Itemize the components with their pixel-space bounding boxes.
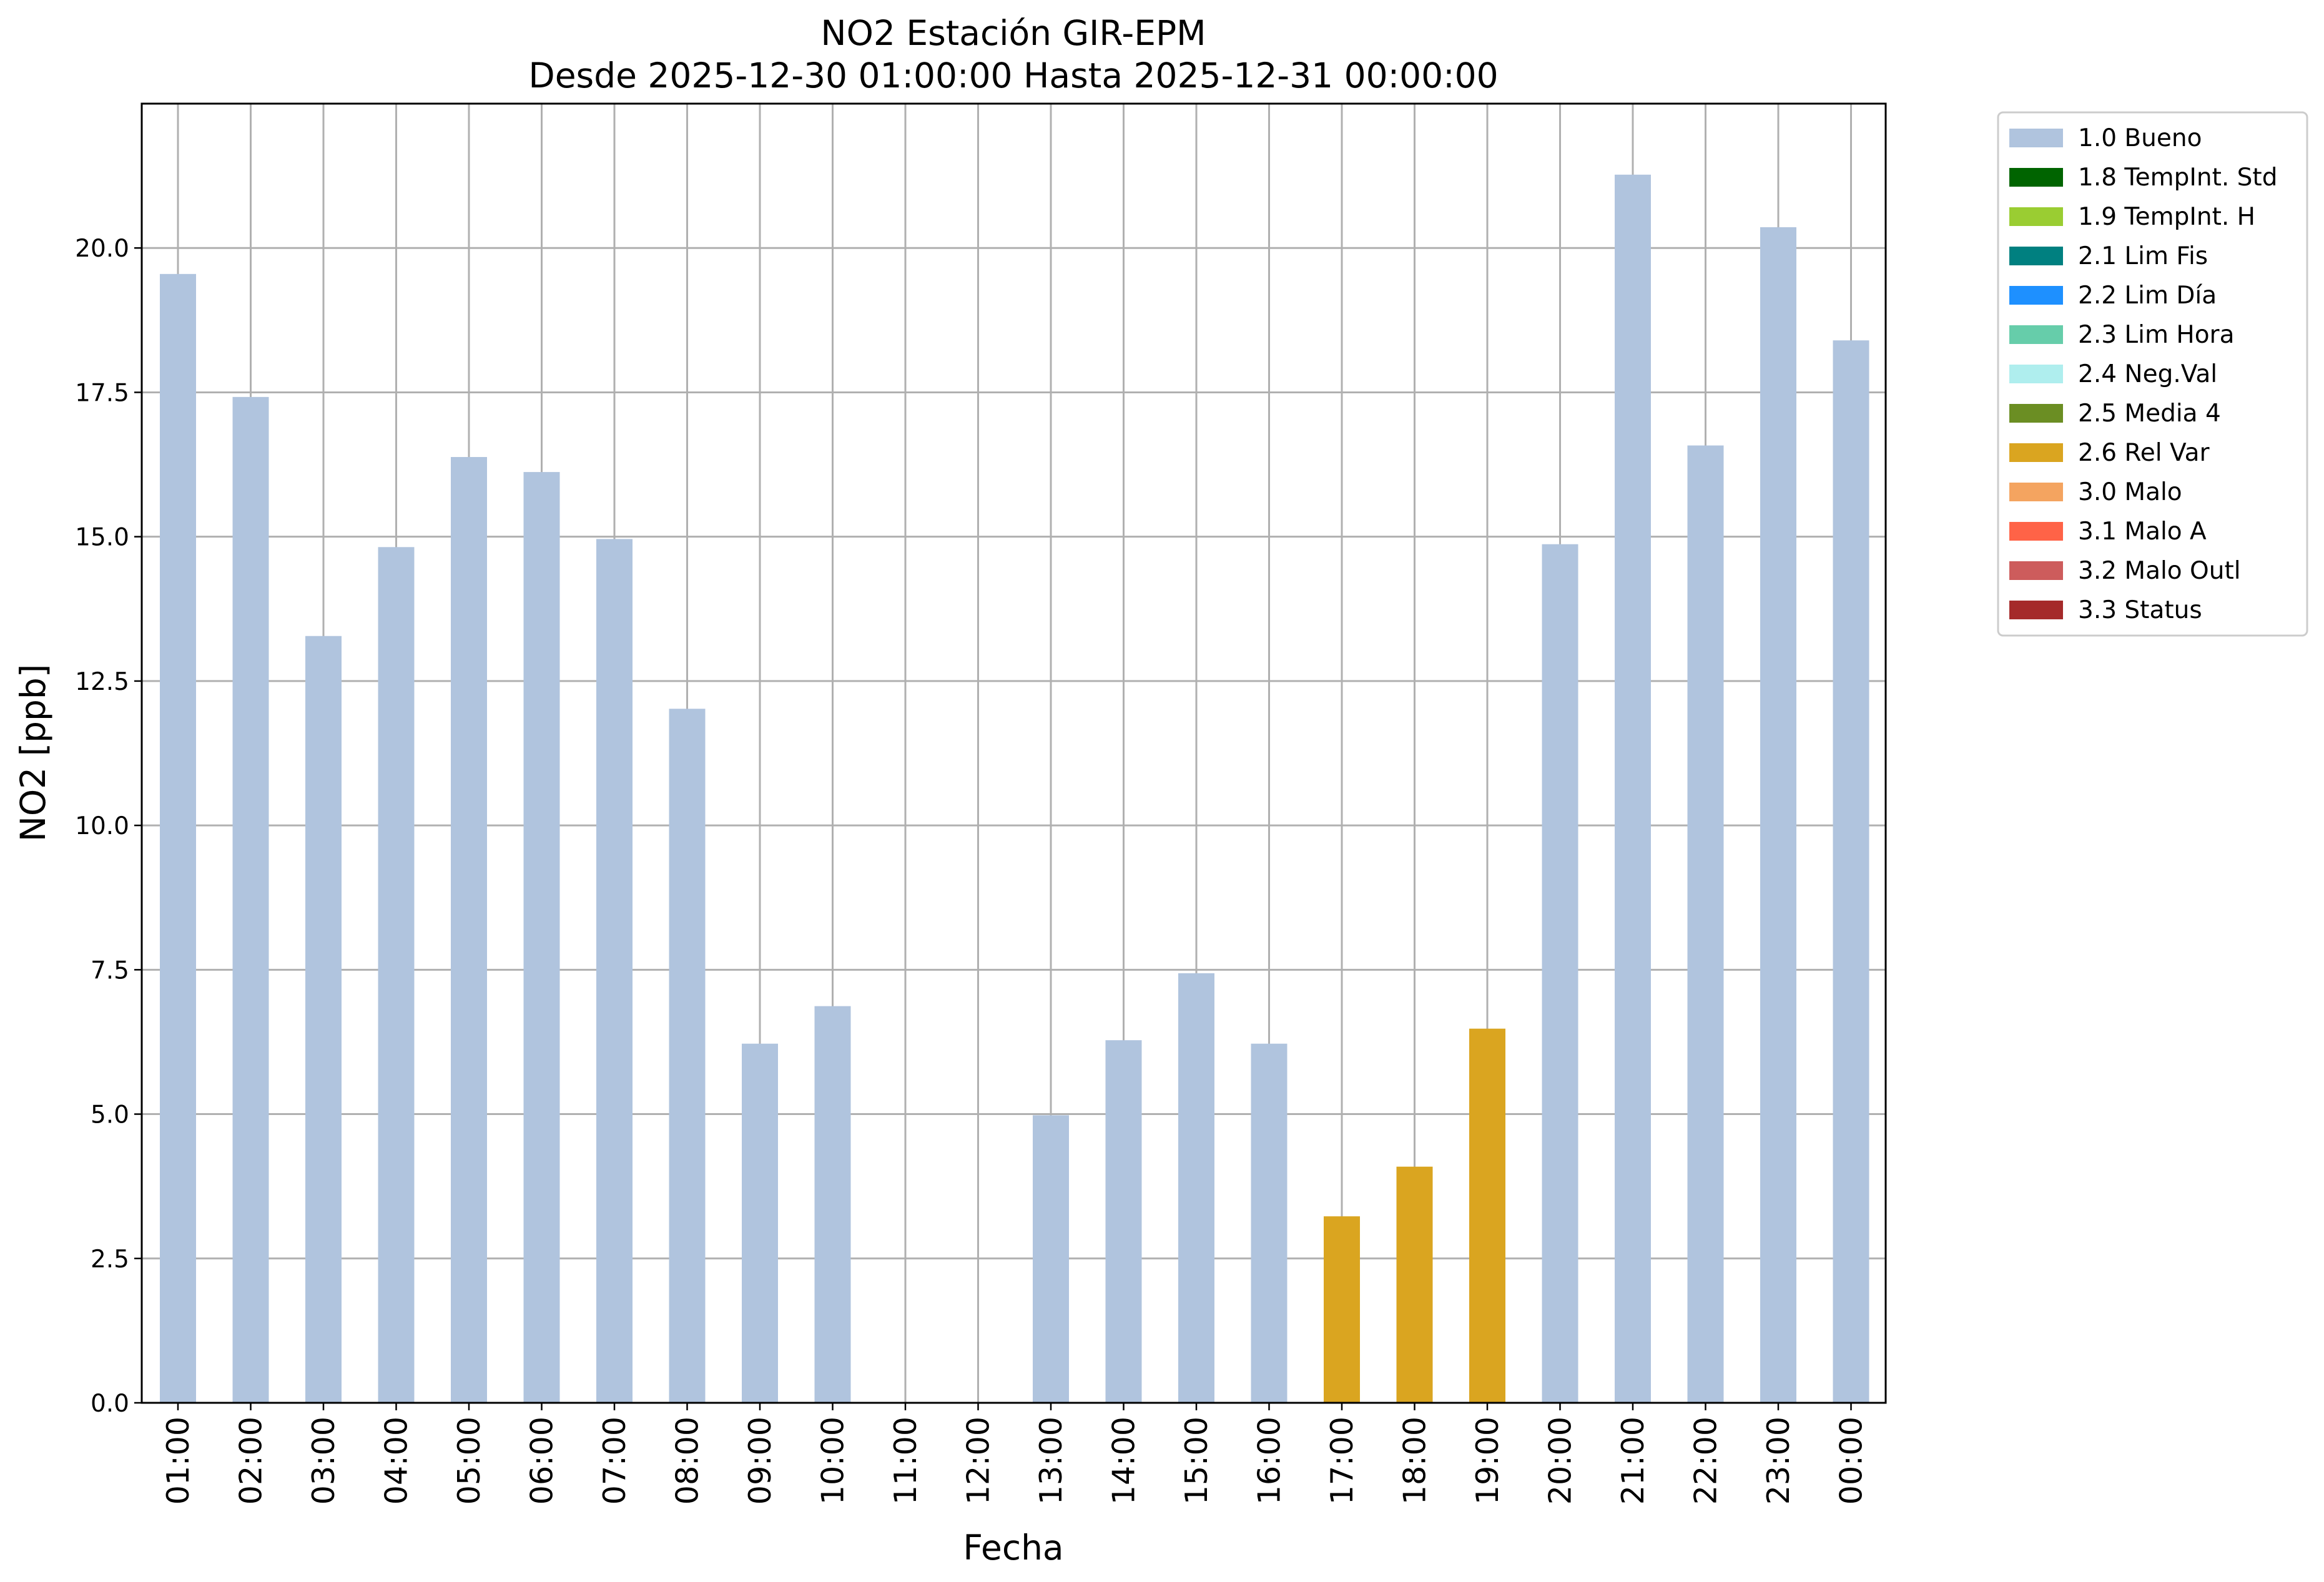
x-tick-label: 17:00 (1324, 1417, 1360, 1505)
bar (596, 539, 633, 1403)
bar (1615, 174, 1651, 1403)
bar (814, 1006, 851, 1403)
x-axis-ticks: 01:00 02:00 03:00 04:00 05:00 06:00 07:00 08:00… (160, 1403, 1869, 1505)
legend-label: 3.3 Status (2078, 596, 2202, 624)
y-tick-label: 15.0 (75, 524, 129, 552)
legend: 1.0 Bueno 1.8 TempInt. Std 1.9 TempInt. H 2… (1997, 111, 2308, 637)
bar-series (160, 174, 1869, 1403)
legend-label: 2.3 Lim Hora (2078, 321, 2235, 349)
x-tick-label: 04:00 (379, 1417, 415, 1505)
bar (1324, 1216, 1360, 1403)
x-tick-label: 13:00 (1033, 1417, 1069, 1505)
x-tick-label: 07:00 (597, 1417, 633, 1505)
x-tick-label: 21:00 (1615, 1417, 1651, 1505)
legend-swatch (2009, 168, 2063, 187)
legend-swatch (2009, 129, 2063, 147)
bar (1251, 1043, 1288, 1403)
legend-label: 2.4 Neg.Val (2078, 360, 2217, 388)
bar (1687, 445, 1724, 1403)
legend-swatch (2009, 404, 2063, 423)
bar (1178, 973, 1214, 1403)
bar (742, 1043, 778, 1403)
legend-swatch (2009, 365, 2063, 383)
legend-label: 1.8 TempInt. Std (2078, 164, 2277, 192)
x-tick-label: 00:00 (1834, 1417, 1869, 1505)
x-tick-label: 08:00 (670, 1417, 706, 1505)
legend-label: 1.0 Bueno (2078, 124, 2202, 152)
x-tick-label: 20:00 (1543, 1417, 1578, 1505)
vertical-gridlines (177, 104, 1852, 1403)
plot-area-frame (140, 102, 1887, 1404)
legend-swatch (2009, 207, 2063, 226)
y-tick-label: 2.5 (91, 1245, 129, 1274)
y-tick-label: 12.5 (75, 668, 129, 696)
bar (523, 472, 560, 1403)
y-tick-label: 5.0 (91, 1101, 129, 1129)
legend-label: 1.9 TempInt. H (2078, 203, 2255, 231)
legend-swatch (2009, 443, 2063, 462)
legend-swatch (2009, 286, 2063, 305)
x-tick-label: 09:00 (742, 1417, 778, 1505)
legend-label: 2.2 Lim Día (2078, 282, 2217, 310)
bar (1033, 1115, 1069, 1403)
bar (451, 457, 487, 1403)
y-tick-label: 10.0 (75, 812, 129, 840)
legend-swatch (2009, 522, 2063, 541)
x-tick-label: 14:00 (1106, 1417, 1142, 1505)
y-axis-label: NO2 [ppb] (13, 664, 53, 842)
y-tick-label: 20.0 (75, 235, 129, 263)
y-tick-label: 0.0 (91, 1390, 129, 1418)
bar (378, 547, 415, 1403)
x-tick-label: 23:00 (1761, 1417, 1796, 1505)
x-tick-label: 10:00 (815, 1417, 851, 1505)
legend-label: 3.2 Malo Outl (2078, 557, 2241, 585)
x-tick-label: 02:00 (234, 1417, 269, 1505)
legend-swatch (2009, 325, 2063, 344)
legend-frame (1997, 111, 2308, 637)
x-axis-label: Fecha (963, 1528, 1063, 1568)
legend-swatch (2009, 247, 2063, 265)
legend-label: 2.1 Lim Fis (2078, 242, 2208, 270)
legend-label: 2.6 Rel Var (2078, 439, 2210, 467)
x-tick-label: 06:00 (524, 1417, 560, 1505)
y-tick-label: 17.5 (75, 379, 129, 407)
y-tick-label: 7.5 (91, 956, 129, 985)
bar (1396, 1166, 1433, 1403)
chart-subtitle: Desde 2025-12-30 01:00:00 Hasta 2025-12-… (528, 56, 1498, 96)
bar (1542, 544, 1578, 1403)
x-tick-label: 12:00 (961, 1417, 997, 1505)
legend-swatch (2009, 561, 2063, 580)
legend-label: 2.5 Media 4 (2078, 400, 2221, 428)
x-tick-label: 15:00 (1179, 1417, 1214, 1505)
x-tick-label: 22:00 (1688, 1417, 1724, 1505)
x-tick-label: 03:00 (306, 1417, 342, 1505)
bar (305, 636, 342, 1403)
x-tick-label: 05:00 (451, 1417, 487, 1505)
chart-title: NO2 Estación GIR-EPM (820, 13, 1206, 53)
bar (1469, 1028, 1505, 1403)
x-tick-label: 01:00 (160, 1417, 196, 1505)
legend-label: 3.0 Malo (2078, 478, 2182, 506)
legend-swatch (2009, 601, 2063, 619)
bar (1760, 227, 1796, 1403)
y-axis-ticks: 0.0 2.5 5.0 7.5 10.0 12.5 15.0 17.5 20.0 (75, 235, 142, 1418)
x-tick-label: 18:00 (1397, 1417, 1433, 1505)
x-tick-label: 19:00 (1470, 1417, 1505, 1505)
bar (669, 709, 706, 1403)
bar (232, 396, 269, 1403)
bar (1105, 1040, 1142, 1403)
bar (160, 273, 196, 1403)
x-tick-label: 11:00 (888, 1417, 923, 1505)
x-tick-label: 16:00 (1252, 1417, 1288, 1505)
bar (1833, 340, 1869, 1403)
legend-label: 3.1 Malo A (2078, 518, 2207, 546)
legend-items: 1.0 Bueno 1.8 TempInt. Std 1.9 TempInt. H 2… (2009, 124, 2277, 624)
legend-swatch (2009, 483, 2063, 501)
